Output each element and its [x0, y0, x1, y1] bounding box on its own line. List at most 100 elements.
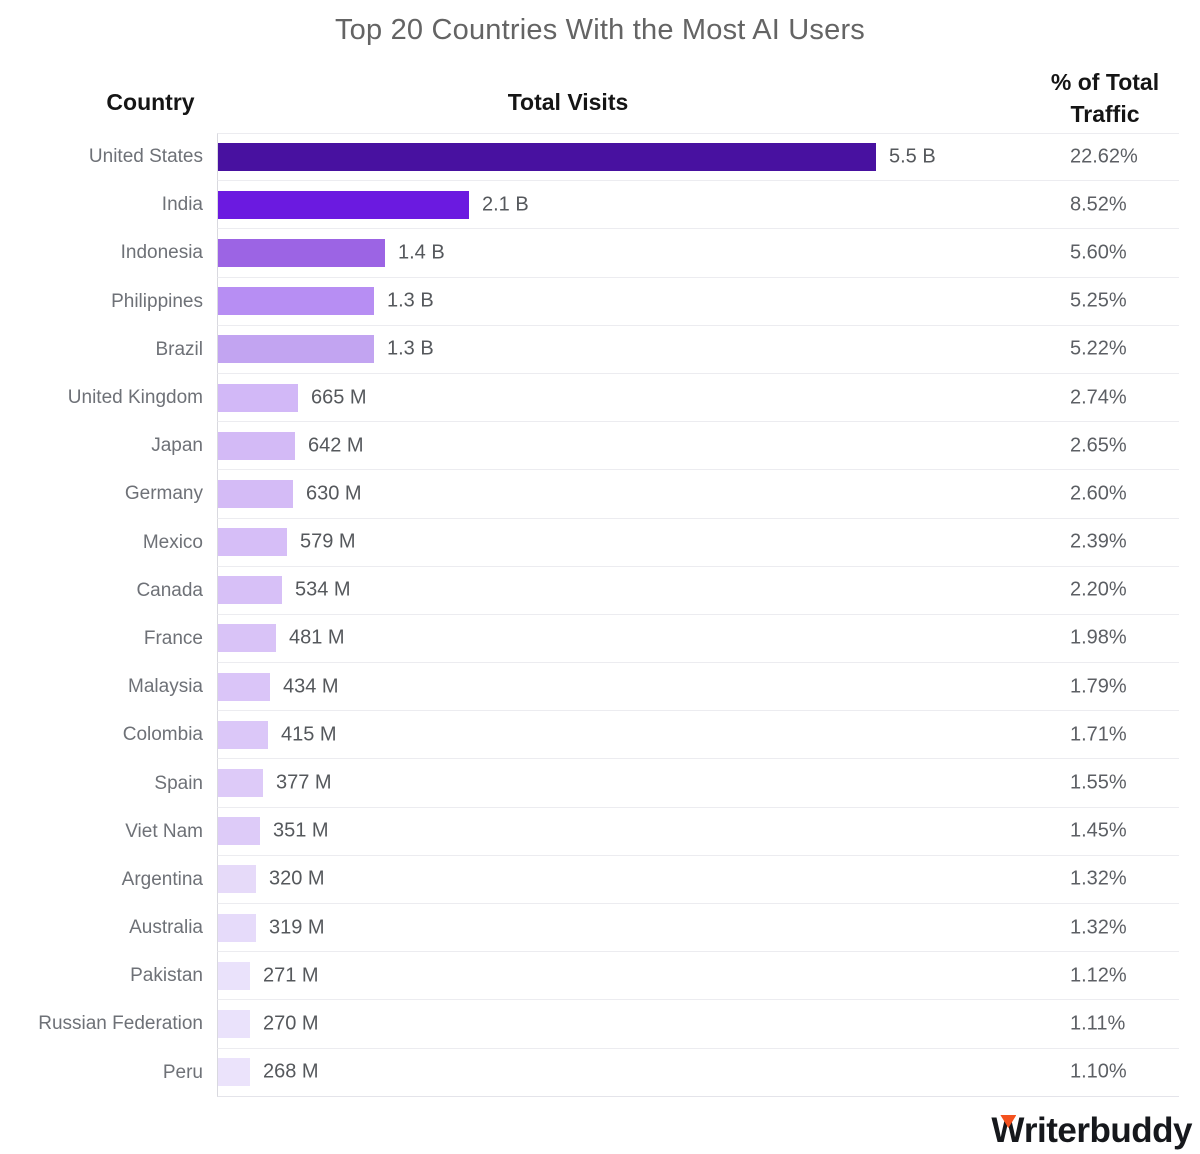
table-row: Spain 377 M 1.55%	[0, 759, 1200, 808]
bar-track: 268 M 1.10%	[217, 1048, 1179, 1097]
column-header-country: Country	[106, 89, 195, 115]
visits-bar	[218, 190, 469, 219]
visits-value-label: 630 M	[306, 482, 362, 505]
visits-value-label: 319 M	[269, 916, 325, 939]
bar-track: 534 M 2.20%	[217, 566, 1179, 615]
traffic-percent-label: 2.39%	[1070, 530, 1127, 553]
table-row: Japan 642 M 2.65%	[0, 422, 1200, 471]
traffic-percent-label: 1.12%	[1070, 964, 1127, 987]
visits-value-label: 351 M	[273, 819, 329, 842]
visits-value-label: 320 M	[269, 867, 325, 890]
country-label: United Kingdom	[67, 387, 203, 409]
traffic-percent-label: 1.45%	[1070, 819, 1127, 842]
bar-track: 270 M 1.11%	[217, 1000, 1179, 1049]
country-label: Australia	[129, 917, 203, 939]
visits-value-label: 415 M	[281, 723, 337, 746]
table-row: France 481 M 1.98%	[0, 614, 1200, 664]
country-label: Canada	[136, 579, 203, 601]
traffic-percent-label: 8.52%	[1070, 193, 1127, 216]
country-label: Argentina	[121, 868, 203, 890]
bar-track: 434 M 1.79%	[217, 663, 1179, 712]
traffic-percent-label: 1.10%	[1070, 1060, 1127, 1083]
bar-track: 1.3 B 5.22%	[217, 325, 1179, 374]
traffic-percent-label: 2.74%	[1070, 386, 1127, 409]
visits-value-label: 2.1 B	[482, 193, 529, 216]
bar-track: 665 M 2.74%	[217, 373, 1179, 423]
visits-bar	[218, 624, 276, 653]
visits-value-label: 1.3 B	[387, 289, 434, 312]
visits-value-label: 1.3 B	[387, 337, 434, 360]
bar-track: 630 M 2.60%	[217, 470, 1179, 519]
visits-value-label: 1.4 B	[398, 241, 445, 264]
table-row: India 2.1 B 8.52%	[0, 181, 1200, 230]
bar-track: 319 M 1.32%	[217, 904, 1179, 953]
table-row: Australia 319 M 1.32%	[0, 904, 1200, 953]
bar-track: 579 M 2.39%	[217, 518, 1179, 567]
country-label: Germany	[124, 483, 203, 505]
visits-value-label: 271 M	[263, 964, 319, 987]
bar-track: 351 M 1.45%	[217, 807, 1179, 856]
country-label: Malaysia	[128, 676, 203, 698]
table-row: Indonesia 1.4 B 5.60%	[0, 229, 1200, 278]
table-row: Colombia 415 M 1.71%	[0, 711, 1200, 760]
bar-track: 320 M 1.32%	[217, 855, 1179, 904]
country-label: Brazil	[155, 338, 203, 360]
visits-bar	[218, 431, 295, 460]
visits-bar	[218, 720, 268, 749]
country-label: Russian Federation	[38, 1013, 203, 1035]
table-row: Brazil 1.3 B 5.22%	[0, 325, 1200, 374]
table-row: Germany 630 M 2.60%	[0, 470, 1200, 519]
bar-track: 5.5 B 22.62%	[217, 133, 1179, 182]
traffic-percent-label: 1.32%	[1070, 916, 1127, 939]
visits-value-label: 268 M	[263, 1060, 319, 1083]
bar-track: 481 M 1.98%	[217, 614, 1179, 664]
visits-value-label: 270 M	[263, 1012, 319, 1035]
country-label: Mexico	[142, 531, 203, 553]
visits-bar	[218, 865, 256, 894]
table-row: Malaysia 434 M 1.79%	[0, 663, 1200, 712]
country-label: France	[143, 627, 203, 649]
traffic-percent-label: 2.60%	[1070, 482, 1127, 505]
traffic-percent-label: 1.79%	[1070, 675, 1127, 698]
traffic-percent-label: 5.25%	[1070, 289, 1127, 312]
visits-value-label: 5.5 B	[889, 145, 936, 168]
country-label: Colombia	[122, 724, 203, 746]
country-label: Spain	[154, 772, 203, 794]
country-label: Indonesia	[120, 242, 203, 264]
visits-bar	[218, 238, 385, 267]
table-row: Pakistan 271 M 1.12%	[0, 952, 1200, 1001]
traffic-percent-label: 1.71%	[1070, 723, 1127, 746]
table-row: Philippines 1.3 B 5.25%	[0, 277, 1200, 326]
table-row: United Kingdom 665 M 2.74%	[0, 373, 1200, 423]
bar-track: 2.1 B 8.52%	[217, 181, 1179, 230]
country-label: India	[161, 194, 203, 216]
country-label: Viet Nam	[125, 820, 203, 842]
bar-track: 642 M 2.65%	[217, 422, 1179, 471]
visits-bar	[218, 1058, 250, 1087]
chart-title: Top 20 Countries With the Most AI Users	[334, 14, 865, 46]
traffic-percent-label: 1.98%	[1070, 626, 1127, 649]
traffic-percent-label: 5.22%	[1070, 337, 1127, 360]
country-label: United States	[88, 146, 203, 168]
visits-value-label: 434 M	[283, 675, 339, 698]
table-row: Argentina 320 M 1.32%	[0, 855, 1200, 904]
column-header-total-visits: Total Visits	[507, 89, 629, 115]
table-row: Russian Federation 270 M 1.11%	[0, 1000, 1200, 1049]
traffic-percent-label: 5.60%	[1070, 241, 1127, 264]
visits-bar	[218, 479, 293, 508]
logo-w-letter: W	[991, 1113, 1024, 1148]
logo-rest-text: riterbuddy	[1023, 1111, 1193, 1150]
country-label: Philippines	[111, 290, 203, 312]
visits-value-label: 642 M	[308, 434, 364, 457]
bar-track: 1.4 B 5.60%	[217, 229, 1179, 278]
traffic-percent-label: 1.11%	[1070, 1012, 1126, 1035]
traffic-percent-label: 2.20%	[1070, 578, 1127, 601]
bar-track: 377 M 1.55%	[217, 759, 1179, 808]
country-label: Pakistan	[130, 965, 203, 987]
visits-value-label: 665 M	[311, 386, 367, 409]
visits-bar	[218, 383, 298, 412]
visits-bar	[218, 143, 876, 172]
visits-bar	[218, 961, 250, 990]
